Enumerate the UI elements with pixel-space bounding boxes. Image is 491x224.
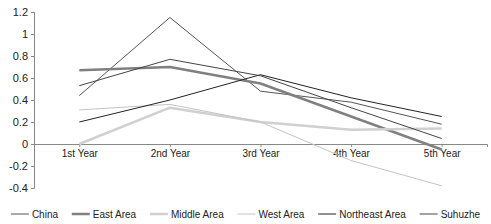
y-tick-label: 1.2 xyxy=(13,6,28,18)
y-tick: 0.4 xyxy=(13,94,34,106)
y-tick-label: 1 xyxy=(22,28,28,40)
y-tick-label: 0.2 xyxy=(13,116,28,128)
x-tick: 1st Year xyxy=(62,144,99,159)
y-tick: -0.4 xyxy=(9,182,34,194)
series-line xyxy=(79,18,441,125)
y-tick-label: -0.4 xyxy=(9,182,28,194)
legend-item: East Area xyxy=(72,209,137,220)
x-tick-mark xyxy=(442,144,443,147)
x-axis-line xyxy=(35,145,488,148)
x-tick-label: 1st Year xyxy=(62,148,99,159)
y-tick: -0.2 xyxy=(9,160,34,172)
legend-item: Middle Area xyxy=(150,209,224,220)
y-axis: -0.4 -0.2 0 0.2 0.4 0.6 0.8 1 1.2 xyxy=(9,6,34,194)
x-axis: 1st Year 2nd Year 3rd Year 4th Year 5th Year xyxy=(35,144,488,159)
y-tick-label: 0 xyxy=(22,138,28,150)
series-line xyxy=(79,104,441,185)
legend-item: West Area xyxy=(237,209,304,220)
series-line xyxy=(79,75,441,122)
legend-label: Suhuzhe xyxy=(441,209,481,220)
chart: -0.4 -0.2 0 0.2 0.4 0.6 0.8 1 1.2 1st Year 2nd Yea… xyxy=(0,0,491,224)
x-tick-label: 5th Year xyxy=(424,148,461,159)
legend-swatch xyxy=(318,214,336,215)
y-tick-mark xyxy=(31,100,34,101)
y-tick-mark xyxy=(31,166,34,167)
y-tick-mark xyxy=(31,78,34,79)
legend-label: West Area xyxy=(258,209,304,220)
x-tick-label: 2nd Year xyxy=(151,148,191,159)
x-tick: 3rd Year xyxy=(242,144,280,159)
legend-swatch xyxy=(11,214,29,215)
y-tick: 0 xyxy=(22,138,34,150)
series-line xyxy=(79,59,441,138)
y-tick: 1.2 xyxy=(13,6,34,18)
y-tick-mark xyxy=(31,144,34,145)
series-line xyxy=(79,108,441,144)
x-tick-mark xyxy=(170,144,171,147)
legend-item: China xyxy=(11,209,59,220)
legend-label: Northeast Area xyxy=(339,209,406,220)
y-tick-label: 0.8 xyxy=(13,50,28,62)
legend-swatch xyxy=(420,214,438,215)
x-tick-mark xyxy=(351,144,352,147)
y-tick: 0.8 xyxy=(13,50,34,62)
y-tick-mark xyxy=(31,34,34,35)
x-tick-label: 4th Year xyxy=(333,148,370,159)
y-tick-mark xyxy=(31,12,34,13)
legend-item: Suhuzhe xyxy=(420,209,481,220)
y-tick-mark xyxy=(31,56,34,57)
y-tick: 0.6 xyxy=(13,72,34,84)
y-tick-label: -0.2 xyxy=(9,160,28,172)
legend: China East Area Middle Area West Area Northe… xyxy=(11,209,481,220)
series-line xyxy=(79,67,441,150)
x-tick-mark xyxy=(261,144,262,147)
x-tick: 2nd Year xyxy=(151,144,191,159)
x-tick-label: 3rd Year xyxy=(242,148,280,159)
legend-label: China xyxy=(32,209,59,220)
y-tick: 1 xyxy=(22,28,34,40)
y-axis-line xyxy=(31,13,35,189)
x-tick: 4th Year xyxy=(333,144,370,159)
y-tick-mark xyxy=(31,188,34,189)
y-tick-label: 0.4 xyxy=(13,94,28,106)
legend-label: East Area xyxy=(93,209,137,220)
y-tick-mark xyxy=(31,122,34,123)
legend-item: Northeast Area xyxy=(318,209,406,220)
legend-swatch xyxy=(150,213,168,216)
lines xyxy=(79,18,441,186)
y-tick: 0.2 xyxy=(13,116,34,128)
legend-swatch xyxy=(237,214,255,215)
y-tick-label: 0.6 xyxy=(13,72,28,84)
legend-swatch xyxy=(72,213,90,216)
legend-label: Middle Area xyxy=(171,209,224,220)
